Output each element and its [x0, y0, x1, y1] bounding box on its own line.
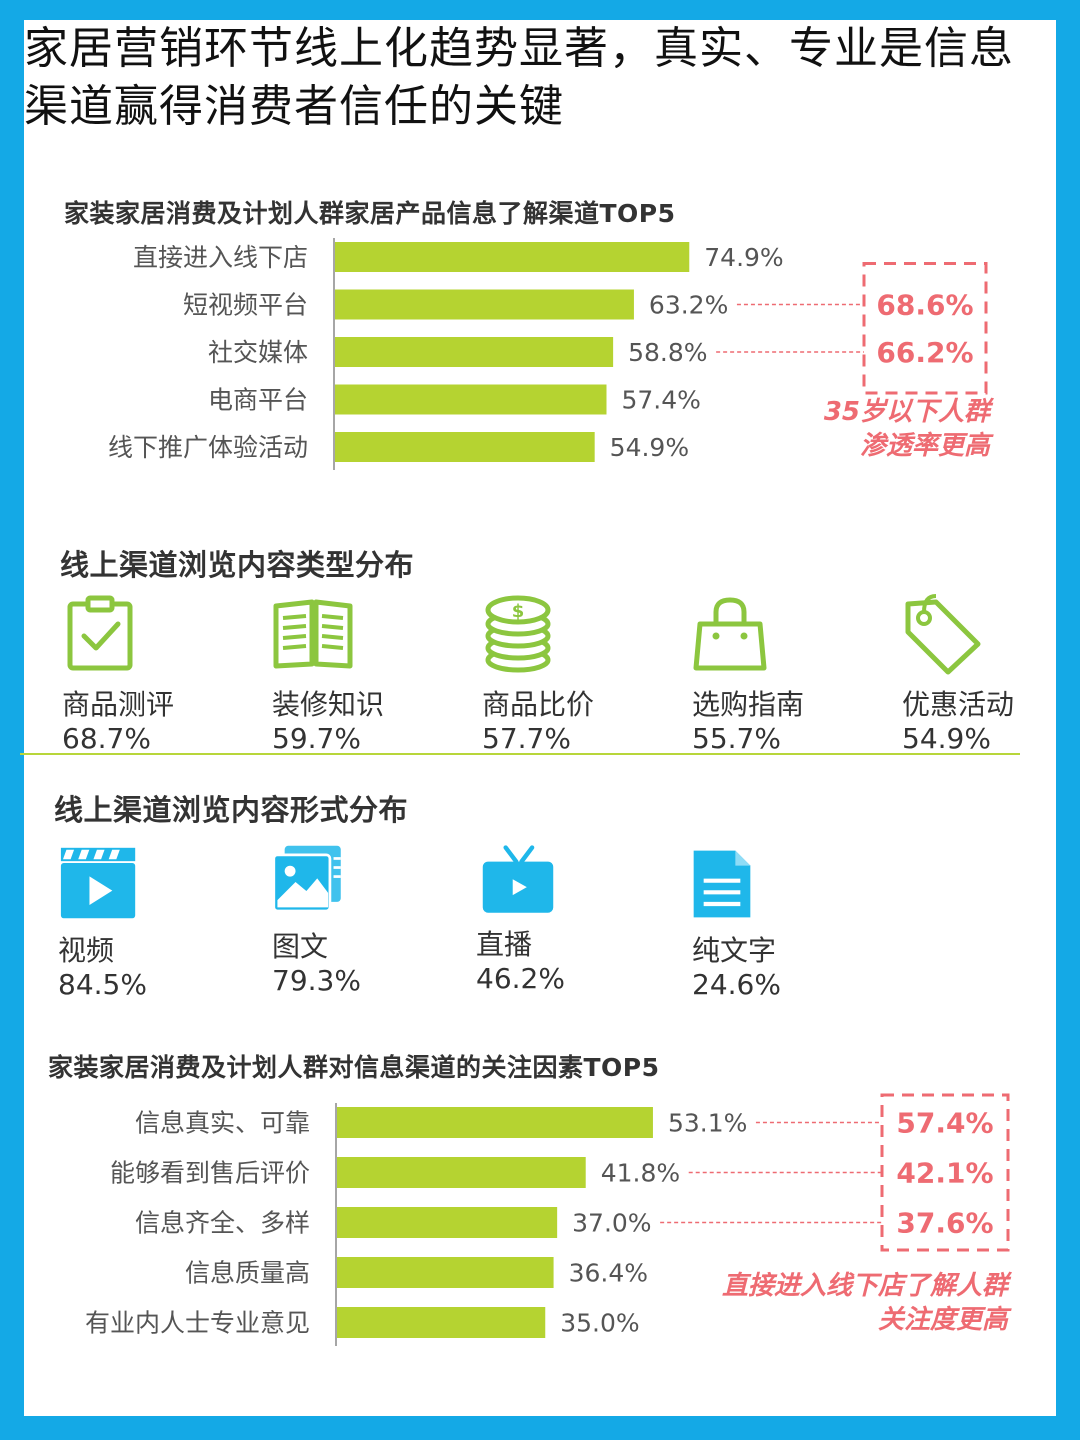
bar — [337, 1207, 558, 1238]
clipboard-check-icon — [67, 595, 133, 671]
callout-note: 渗透率更高 — [860, 431, 994, 461]
content-form-label: 纯文字 — [692, 934, 777, 967]
category-label: 社交媒体 — [208, 338, 308, 367]
content-form-value: 84.5% — [58, 968, 147, 1001]
data-label: 36.4% — [569, 1259, 648, 1288]
content-type-label: 装修知识 — [272, 688, 385, 721]
category-label: 电商平台 — [208, 386, 308, 415]
document-icon — [693, 850, 751, 918]
callout-note: 直接进入线下店了解人群 — [722, 1271, 1013, 1301]
chart2-title: 家装家居消费及计划人群对信息渠道的关注因素TOP5 — [48, 1053, 660, 1082]
category-label: 有业内人士专业意见 — [85, 1309, 310, 1338]
bar — [335, 432, 595, 462]
callout-value: 57.4% — [896, 1107, 993, 1140]
content-type-item: 选购指南 55.7% — [692, 594, 872, 756]
data-label: 54.9% — [610, 433, 689, 462]
content-type-item: 优惠活动 54.9% — [902, 594, 1080, 756]
content-type-item: 装修知识 59.7% — [272, 594, 452, 756]
content-form-label: 视频 — [58, 934, 115, 967]
content-form-value: 24.6% — [692, 968, 781, 1001]
tv-play-icon — [482, 845, 554, 913]
content-type-item: $ 商品比价 57.7% — [482, 594, 662, 756]
category-label: 信息齐全、多样 — [135, 1209, 310, 1238]
data-label: 35.0% — [560, 1309, 639, 1338]
category-label: 能够看到售后评价 — [110, 1159, 310, 1188]
factors-bar-chart: 信息真实、可靠 53.1% 能够看到售后评价 41.8% 信息齐全、多样 37.0% 信息质… — [85, 1093, 1013, 1346]
data-label: 63.2% — [649, 291, 728, 320]
bar — [335, 289, 634, 320]
picture-icon — [272, 845, 341, 913]
callout-value: 42.1% — [896, 1157, 993, 1190]
data-label: 41.8% — [601, 1159, 680, 1188]
category-label: 短视频平台 — [183, 291, 308, 320]
category-label: 线下推广体验活动 — [108, 433, 308, 462]
bar — [335, 384, 607, 415]
content-form-value: 79.3% — [272, 964, 361, 997]
content-type-item: 商品测评 68.7% — [62, 594, 242, 756]
section-divider — [20, 753, 1020, 755]
content-form-label: 直播 — [476, 928, 533, 961]
chart1-title: 家装家居消费及计划人群家居产品信息了解渠道TOP5 — [64, 199, 676, 228]
open-book-icon — [273, 599, 353, 669]
page-title: 家居营销环节线上化趋势显著，真实、专业是信息渠道赢得消费者信任的关键 — [24, 23, 1014, 132]
bar — [337, 1307, 546, 1338]
content-type-value: 59.7% — [272, 722, 361, 755]
content-type-value: 68.7% — [62, 722, 151, 755]
bar — [335, 242, 690, 272]
category-label: 直接进入线下店 — [133, 243, 308, 272]
content-types-title: 线上渠道浏览内容类型分布 — [60, 548, 415, 582]
bar — [337, 1157, 586, 1188]
content-forms-title: 线上渠道浏览内容形式分布 — [54, 793, 409, 827]
content-form-label: 图文 — [272, 930, 329, 963]
data-label: 58.8% — [628, 338, 707, 367]
content-type-value: 54.9% — [902, 722, 991, 755]
content-type-value: 57.7% — [482, 722, 571, 755]
category-label: 信息真实、可靠 — [135, 1109, 310, 1138]
data-label: 74.9% — [704, 243, 783, 272]
content-form-item: 图文 79.3% — [272, 844, 452, 998]
content-type-label: 商品测评 — [62, 688, 175, 721]
content-type-label: 选购指南 — [692, 688, 805, 721]
callout-box — [862, 262, 988, 395]
content-type-value: 55.7% — [692, 722, 781, 755]
bar — [337, 1107, 653, 1138]
data-label: 37.0% — [572, 1209, 651, 1238]
callout-note: 关注度更高 — [878, 1305, 1012, 1335]
callout-box — [880, 1093, 1010, 1252]
content-form-value: 46.2% — [476, 962, 565, 995]
bar — [337, 1257, 554, 1288]
callout-note: 35岁以下人群 — [824, 397, 995, 427]
callout-value: 37.6% — [896, 1207, 993, 1240]
content-type-label: 商品比价 — [482, 688, 595, 721]
category-label: 信息质量高 — [185, 1259, 310, 1288]
callout-value: 68.6% — [876, 289, 973, 322]
channels-bar-chart: 直接进入线下店 74.9% 短视频平台 63.2% 社交媒体 58.8% 电商平台 57.4%… — [108, 238, 995, 470]
callout-value: 66.2% — [876, 336, 973, 369]
content-type-label: 优惠活动 — [902, 688, 1015, 721]
data-label: 53.1% — [668, 1109, 747, 1138]
bar — [335, 337, 614, 367]
video-clapper-icon — [60, 847, 136, 919]
shopping-bag-icon — [693, 597, 767, 671]
content-form-item: 纯文字 24.6% — [692, 844, 872, 1002]
price-tag-icon — [905, 594, 981, 675]
content-form-item: 视频 84.5% — [58, 844, 238, 1002]
svg-text:$: $ — [512, 601, 525, 622]
coin-stack-icon: $ — [485, 595, 551, 673]
data-label: 57.4% — [622, 386, 701, 415]
content-form-item: 直播 46.2% — [476, 844, 656, 996]
